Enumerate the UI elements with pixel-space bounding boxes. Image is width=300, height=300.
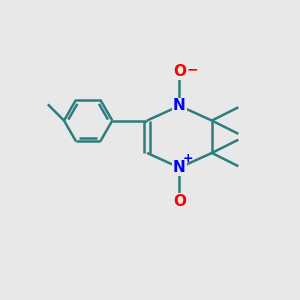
Text: −: − [187,62,199,76]
Text: +: + [183,152,194,165]
Text: O: O [173,64,186,80]
Text: N: N [173,160,186,175]
Text: O: O [173,194,186,209]
Text: N: N [173,98,186,113]
